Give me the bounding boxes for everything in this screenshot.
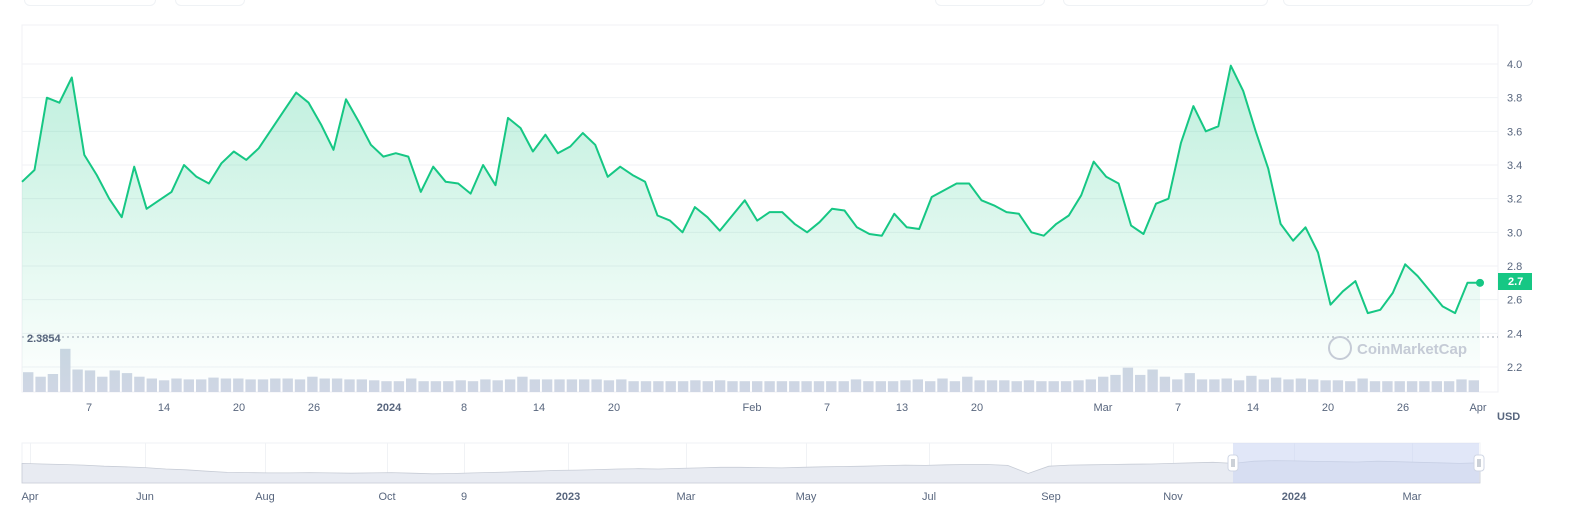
y-tick-label: 3.4 xyxy=(1507,160,1522,172)
y-tick-label: 3.0 xyxy=(1507,227,1522,239)
navigator-tick-label: Oct xyxy=(378,491,395,503)
y-tick-label: 3.2 xyxy=(1507,194,1522,206)
navigator-tick-label: Jun xyxy=(136,491,154,503)
range-navigator[interactable]: Apr Jun Aug Oct 9 2023 Mar May Jul Sep Nov 2024 Mar xyxy=(21,442,1485,503)
navigator-tick-label: Sep xyxy=(1041,491,1061,503)
x-tick-label: Apr xyxy=(1469,402,1486,414)
x-tick-label: Mar xyxy=(1094,402,1113,414)
current-price-dot xyxy=(1476,278,1484,287)
navigator-tick-label: Jul xyxy=(922,491,936,503)
navigator-tick-label: 2023 xyxy=(556,491,580,503)
navigator-tick-label: May xyxy=(796,491,817,503)
currency-label: USD xyxy=(1497,411,1520,423)
navigator-handle-right[interactable] xyxy=(1473,454,1485,472)
x-tick-label: 20 xyxy=(608,402,620,414)
navigator-tick-label: Mar xyxy=(677,491,696,503)
x-tick-label: 14 xyxy=(533,402,545,414)
navigator-tick-label: Apr xyxy=(21,491,38,503)
current-price-tag-label: 2.7 xyxy=(1508,276,1523,288)
x-tick-label: 26 xyxy=(1397,402,1409,414)
x-tick-label: 20 xyxy=(971,402,983,414)
x-tick-label: 14 xyxy=(158,402,170,414)
y-tick-label: 2.4 xyxy=(1507,328,1522,340)
navigator-selection[interactable] xyxy=(1233,443,1479,483)
x-tick-label: 2024 xyxy=(377,402,402,414)
x-tick-label: 8 xyxy=(461,402,467,414)
navigator-tick-label: Nov xyxy=(1163,491,1183,503)
coinmarketcap-logo-icon xyxy=(1328,336,1352,360)
low-marker-label: 2.3854 xyxy=(27,333,62,345)
y-tick-label: 2.6 xyxy=(1507,295,1522,307)
navigator-tick-label: 2024 xyxy=(1282,491,1307,503)
x-tick-label: 7 xyxy=(86,402,92,414)
current-price-tag: 2.7 xyxy=(1498,273,1532,290)
x-tick-label: Feb xyxy=(743,402,762,414)
y-tick-label: 3.6 xyxy=(1507,126,1522,138)
x-tick-label: 7 xyxy=(1175,402,1181,414)
navigator-tick-label: Aug xyxy=(255,491,275,503)
watermark: CoinMarketCap xyxy=(1328,336,1467,360)
current-price-tag-bg xyxy=(1498,273,1532,290)
navigator-tick-label: Mar xyxy=(1403,491,1422,503)
y-tick-label: 4.0 xyxy=(1507,59,1522,71)
x-tick-label: 26 xyxy=(308,402,320,414)
y-tick-label: 2.2 xyxy=(1507,362,1522,374)
navigator-tick-label: 9 xyxy=(461,491,467,503)
watermark-text: CoinMarketCap xyxy=(1357,341,1467,358)
x-tick-label: 14 xyxy=(1247,402,1259,414)
y-tick-label: 3.8 xyxy=(1507,93,1522,105)
x-tick-label: 20 xyxy=(1322,402,1334,414)
x-tick-label: 13 xyxy=(896,402,908,414)
price-line xyxy=(21,64,1480,315)
navigator-handle-left[interactable] xyxy=(1227,454,1239,472)
x-tick-label: 20 xyxy=(233,402,245,414)
top-toolbar xyxy=(0,0,1574,6)
y-tick-label: 2.8 xyxy=(1507,261,1522,273)
x-tick-label: 7 xyxy=(824,402,830,414)
price-area-fill xyxy=(22,65,1480,392)
